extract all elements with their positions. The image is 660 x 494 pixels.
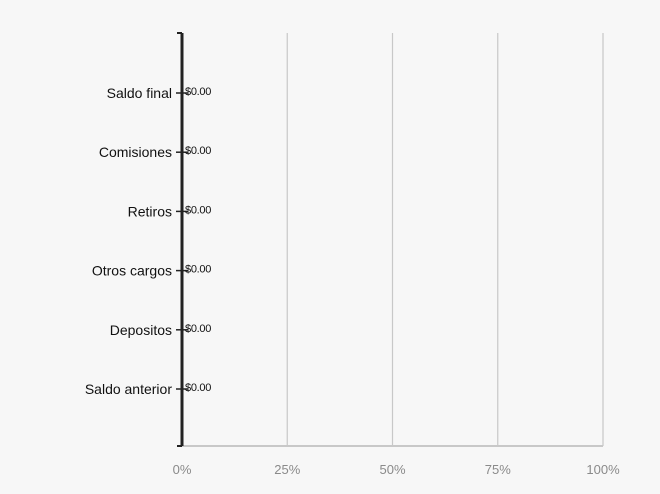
- data-label: $0.00: [185, 323, 211, 335]
- category-label: Otros cargos: [92, 263, 172, 279]
- category-label: Saldo final: [107, 85, 172, 101]
- data-label: $0.00: [185, 264, 211, 276]
- x-tick-label: 75%: [485, 462, 511, 477]
- data-label: $0.00: [185, 204, 211, 216]
- gridlines: [286, 33, 604, 446]
- category-label: Depositos: [110, 322, 172, 338]
- category-label: Comisiones: [99, 144, 172, 160]
- x-tick-label: 0%: [173, 462, 192, 477]
- x-tick-label: 25%: [274, 462, 300, 477]
- category-label: Retiros: [128, 203, 172, 219]
- data-label: $0.00: [185, 382, 211, 394]
- category-label: Saldo anterior: [85, 381, 173, 397]
- x-tick-label: 100%: [586, 462, 620, 477]
- axes: [176, 32, 603, 447]
- x-tick-label: 50%: [379, 462, 405, 477]
- labels: 0% 25% 50% 75% 100% Saldo final $0.00 Comisione…: [85, 85, 620, 477]
- data-label: $0.00: [185, 145, 211, 157]
- data-label: $0.00: [185, 86, 211, 98]
